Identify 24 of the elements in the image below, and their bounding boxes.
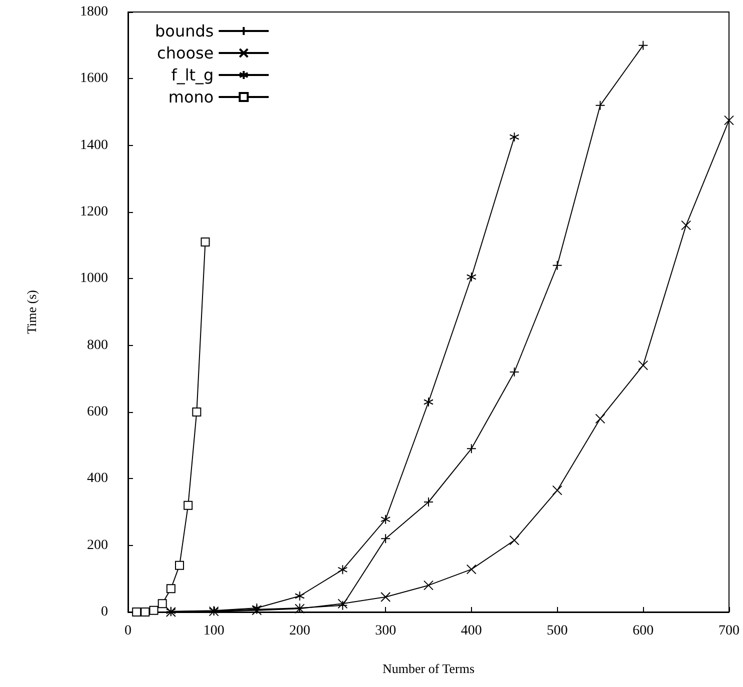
y-tick-label: 1800 xyxy=(80,4,108,20)
legend-label: mono xyxy=(168,88,214,106)
x-tick-label: 600 xyxy=(632,624,654,638)
x-tick-label: 0 xyxy=(124,624,132,638)
legend-label: bounds xyxy=(155,22,214,40)
y-tick-label: 0 xyxy=(101,604,108,620)
x-tick-label: 500 xyxy=(546,624,568,638)
x-tick-label: 200 xyxy=(289,624,310,638)
y-tick-label: 400 xyxy=(87,471,108,486)
y-tick-label: 1600 xyxy=(80,71,108,86)
y-axis-title: Time (s) xyxy=(24,290,39,334)
x-tick-label: 700 xyxy=(718,624,740,638)
y-tick-label: 1200 xyxy=(80,204,108,220)
y-tick-label: 1400 xyxy=(80,138,108,153)
x-tick-label: 400 xyxy=(460,624,482,638)
legend-label: f_lt_g xyxy=(171,66,214,84)
x-tick-label: 300 xyxy=(375,624,396,638)
y-tick-label: 600 xyxy=(87,404,108,420)
x-axis-title: Number of Terms xyxy=(382,661,474,676)
y-tick-label: 200 xyxy=(87,538,108,553)
x-tick-label: 100 xyxy=(203,624,224,638)
y-tick-label: 1000 xyxy=(80,271,108,286)
y-tick-label: 800 xyxy=(87,338,108,353)
legend-label: choose xyxy=(157,44,214,62)
